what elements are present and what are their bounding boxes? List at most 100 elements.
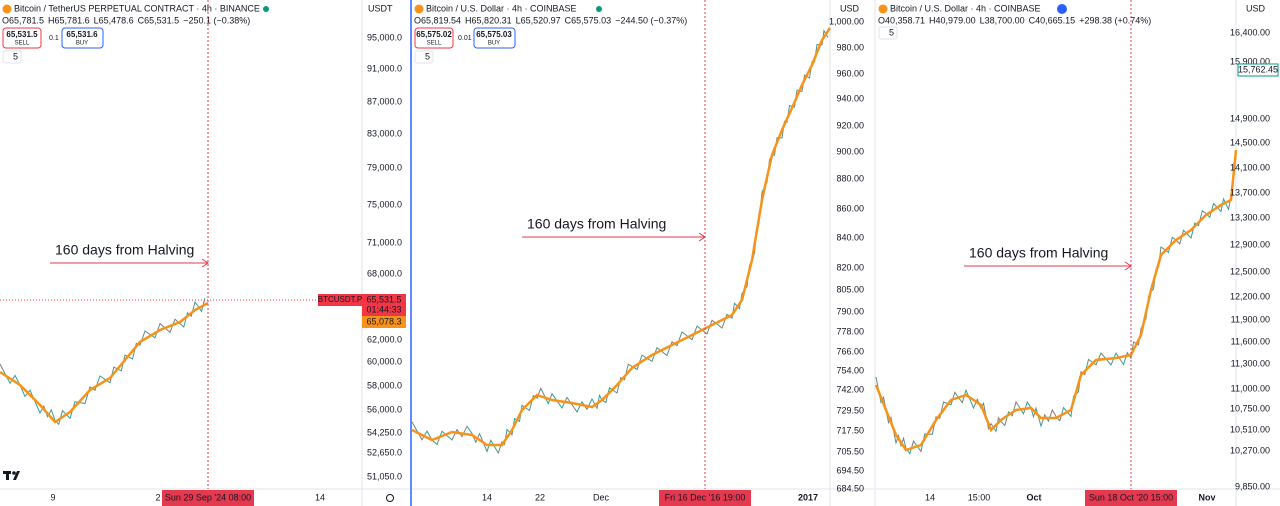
time-label: 2 bbox=[155, 492, 160, 502]
annotation: 160 days from Halving bbox=[527, 216, 666, 232]
price-label: 880.00 bbox=[836, 173, 864, 183]
ohlc-close: C40,665.15 bbox=[1029, 15, 1076, 25]
price-label: 820.00 bbox=[836, 262, 864, 272]
sell-price: 65,531.5 bbox=[6, 30, 38, 39]
crosshair-time: Sun 29 Sep '24 08:00 bbox=[165, 492, 251, 502]
indicator-toggle[interactable] bbox=[2, 50, 22, 64]
price-label: 694.50 bbox=[836, 465, 864, 475]
moving-average bbox=[874, 149, 1238, 452]
logo-mark bbox=[6, 471, 9, 480]
price-label: 54,250.0 bbox=[367, 427, 402, 437]
sell-button[interactable] bbox=[2, 27, 42, 49]
time-label: 14 bbox=[925, 492, 935, 502]
price-label: 805.00 bbox=[836, 284, 864, 294]
price-label: 920.00 bbox=[836, 120, 864, 130]
time-label: 22 bbox=[535, 492, 545, 502]
time-label: 2017 bbox=[798, 492, 818, 502]
ohlc-low: L65,520.97 bbox=[516, 15, 561, 25]
spread: 0.1 bbox=[49, 35, 59, 42]
currency: USDT bbox=[368, 3, 393, 13]
time-label: Dec bbox=[593, 492, 610, 502]
sell-price: 65,575.02 bbox=[416, 30, 452, 39]
price-label: 60,000.0 bbox=[367, 356, 402, 366]
chart-title: Bitcoin / U.S. Dollar · 4h · COINBASE bbox=[890, 3, 1041, 13]
price-label: 91,000.0 bbox=[367, 63, 402, 73]
price-label: 79,000.0 bbox=[367, 162, 402, 172]
buy-label: BUY bbox=[488, 41, 500, 47]
crosshair-time: Fri 16 Dec '16 19:00 bbox=[665, 492, 746, 502]
price-label: 14,900.00 bbox=[1230, 113, 1270, 123]
chart-title: Bitcoin / U.S. Dollar · 4h · COINBASE bbox=[426, 3, 577, 13]
price-label: 87,000.0 bbox=[367, 96, 402, 106]
arrow-head bbox=[698, 232, 706, 242]
sell-button[interactable] bbox=[414, 27, 454, 49]
price-label: 12,200.00 bbox=[1230, 291, 1270, 301]
price-label: 840.00 bbox=[836, 232, 864, 242]
crosshair-time: Sun 18 Oct '20 15:00 bbox=[1089, 492, 1173, 502]
price-label: 14,500.00 bbox=[1230, 137, 1270, 147]
spread: 0.01 bbox=[458, 35, 472, 42]
buy-button[interactable] bbox=[473, 27, 516, 49]
currency: USD bbox=[1246, 3, 1266, 13]
indicator-toggle[interactable] bbox=[414, 50, 434, 64]
price-label: 14,100.00 bbox=[1230, 162, 1270, 172]
price-label: 95,000.0 bbox=[367, 32, 402, 42]
moving-average bbox=[411, 27, 832, 447]
buy-button[interactable] bbox=[61, 27, 104, 49]
ohlc-high: H65,820.31 bbox=[465, 15, 512, 25]
price-label: 9,850.00 bbox=[1235, 481, 1270, 491]
logo-mark bbox=[13, 471, 20, 480]
live-icon bbox=[596, 6, 602, 12]
price-label: 960.00 bbox=[836, 68, 864, 78]
chart-title: Bitcoin / TetherUS PERPETUAL CONTRACT · … bbox=[14, 3, 260, 13]
arrow-head bbox=[201, 258, 209, 268]
currency: USD bbox=[840, 3, 860, 13]
symbol-icon bbox=[878, 4, 888, 14]
crosshair-time-badge bbox=[659, 490, 751, 506]
ohlc-low: L65,478.6 bbox=[94, 15, 134, 25]
countdown: 01:44:33 bbox=[366, 304, 401, 314]
price-line-down bbox=[875, 160, 1236, 455]
price-label: 778.00 bbox=[836, 326, 864, 336]
time-label: 14 bbox=[315, 492, 325, 502]
ohlc-close: C65,531.5 bbox=[138, 15, 180, 25]
price-label: 62,000.0 bbox=[367, 334, 402, 344]
ohlc-open: O65,781.5 bbox=[2, 15, 44, 25]
logo-dot bbox=[12, 471, 16, 475]
sell-label: SELL bbox=[15, 41, 30, 47]
ohlc-open: O40,358.71 bbox=[878, 15, 925, 25]
price-label: 11,000.00 bbox=[1231, 383, 1270, 393]
price-label: 13,700.00 bbox=[1230, 187, 1270, 197]
price-label: 980.00 bbox=[836, 42, 864, 52]
time-label: 14 bbox=[482, 492, 492, 502]
price-label: 51,050.0 bbox=[367, 471, 402, 481]
price-label: 12,500.00 bbox=[1230, 266, 1270, 276]
sell-label: SELL bbox=[427, 41, 442, 47]
price-label: 705.50 bbox=[836, 446, 864, 456]
ohlc-change: −250.1 (−0.38%) bbox=[183, 15, 250, 25]
price-label: 717.50 bbox=[836, 425, 864, 435]
price-label: 766.00 bbox=[836, 346, 864, 356]
chart-panel: Bitcoin / U.S. Dollar · 4h · COINBASE O65… bbox=[411, 0, 874, 506]
symbol-badge bbox=[318, 294, 362, 306]
buy-label: BUY bbox=[76, 41, 88, 47]
settings-icon[interactable] bbox=[386, 494, 394, 502]
symbol-icon bbox=[2, 4, 12, 14]
chart-panel: Bitcoin / U.S. Dollar · 4h · COINBASE O40… bbox=[874, 0, 1280, 506]
indicator-toggle[interactable] bbox=[878, 26, 898, 40]
price-label: 754.00 bbox=[836, 365, 864, 375]
indicator-count: 5 bbox=[425, 51, 430, 61]
last-price: 15,762.45 bbox=[1238, 64, 1278, 74]
live-icon bbox=[263, 6, 269, 12]
last-price: 65,531.5 bbox=[366, 294, 401, 304]
ma-badge bbox=[362, 316, 406, 328]
ma-value: 65,078.3 bbox=[366, 316, 401, 326]
indicator-count: 5 bbox=[889, 27, 894, 37]
ohlc-change: −244.50 (−0.37%) bbox=[615, 15, 687, 25]
time-label: 15:00 bbox=[968, 492, 991, 502]
chart-panel: Bitcoin / TetherUS PERPETUAL CONTRACT · … bbox=[0, 0, 410, 506]
indicator-count: 5 bbox=[13, 51, 18, 61]
time-label: Nov bbox=[1198, 492, 1215, 502]
price-label: 1,000.00 bbox=[829, 16, 864, 26]
